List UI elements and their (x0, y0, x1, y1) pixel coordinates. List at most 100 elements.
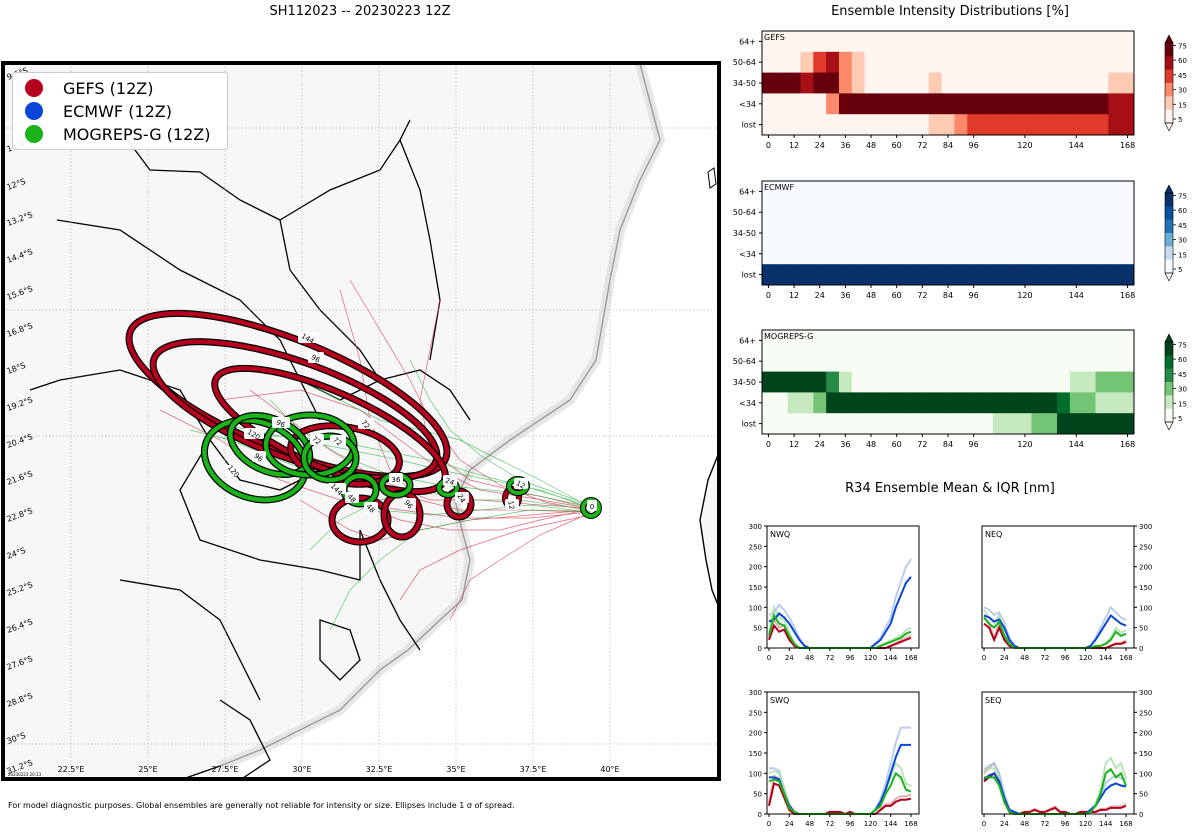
heat-cell (992, 31, 1007, 53)
heat-cell (1005, 243, 1019, 265)
colorbar-tick-label: 5 (1178, 415, 1182, 423)
heat-x-label: 168 (1120, 141, 1135, 150)
colorbar-segment (1165, 56, 1173, 70)
heat-cell (1044, 264, 1058, 286)
heat-cell (1108, 371, 1122, 393)
heat-cell (1069, 51, 1084, 73)
svg-text:24: 24 (444, 477, 456, 488)
heat-cell (1005, 392, 1019, 414)
heat-cell (890, 350, 904, 372)
heat-cell (1044, 330, 1058, 352)
heat-cell (1121, 264, 1135, 286)
r34-seq-chart: SEQ 0 50 100 150 200 250 300 0 24 48 72 96 120 144 168 (981, 689, 1152, 828)
heat-cell (877, 72, 891, 94)
heat-cell (864, 31, 878, 53)
line-y-label: 300 (1139, 523, 1152, 531)
heat-cell (1005, 413, 1019, 435)
heat-cell (1057, 222, 1071, 244)
heat-cell (787, 31, 801, 53)
line-x-label: 72 (1040, 654, 1049, 662)
colorbar-segment (1165, 259, 1173, 274)
heat-cell (890, 264, 904, 286)
line-y-label: 0 (1139, 645, 1143, 653)
heat-cell (877, 51, 891, 73)
heat-cell (774, 243, 789, 265)
heat-x-label: 0 (766, 141, 771, 150)
heat-cell (1095, 181, 1109, 203)
heat-cell (813, 51, 827, 73)
line-y-label: 50 (753, 791, 762, 799)
heat-cell (864, 93, 878, 115)
heat-cell (800, 222, 814, 244)
heat-cell (1069, 114, 1084, 136)
heat-cell (890, 72, 904, 94)
colorbar-segment (1165, 355, 1173, 369)
colorbar-tick-label: 5 (1178, 116, 1182, 124)
heat-cell (838, 31, 853, 53)
line-y-label: 100 (749, 604, 762, 612)
r34-swq-chart: SWQ 0 50 100 150 200 250 300 0 24 48 72 96 120 144 168 (749, 689, 920, 828)
line-x-label: 24 (785, 820, 794, 828)
heat-cell (1121, 93, 1135, 115)
heat-cell (877, 243, 891, 265)
heat-cell (941, 93, 955, 115)
heat-cell (1005, 51, 1019, 73)
heat-cell (1069, 413, 1084, 435)
heat-cell (774, 114, 789, 136)
heat-cell (1121, 114, 1135, 136)
heat-cell (915, 350, 930, 372)
heat-cell (967, 51, 981, 73)
heat-cell (992, 264, 1007, 286)
heat-cell (851, 222, 866, 244)
map-stamp: 20230223 20:13 (8, 772, 42, 777)
heat-cell (954, 93, 968, 115)
heat-cell (813, 413, 827, 435)
colorbar-segment (1165, 408, 1173, 423)
heat-cell (992, 350, 1007, 372)
line-y-label: 150 (749, 584, 762, 592)
heat-cell (877, 413, 891, 435)
heat-cell (826, 93, 840, 115)
line-x-label: 144 (1099, 654, 1113, 662)
line-x-label: 168 (904, 820, 917, 828)
line-y-label: 300 (749, 689, 762, 697)
heat-cell (1005, 181, 1019, 203)
colorbar-segment (1165, 109, 1173, 124)
heat-cell (928, 93, 942, 115)
heat-cell (992, 392, 1007, 414)
colorbar-segment (1165, 342, 1173, 356)
heat-cell (980, 114, 994, 136)
line-y-label: 250 (749, 543, 762, 551)
svg-text:12: 12 (506, 500, 515, 510)
heat-cell (980, 413, 994, 435)
heat-cell (774, 201, 789, 223)
r34-title: R34 Ensemble Mean & IQR [nm] (845, 481, 1055, 496)
line-y-label: 100 (749, 770, 762, 778)
heat-x-label: 120 (1017, 141, 1032, 150)
heat-cell (1057, 72, 1071, 94)
heat-cell (1057, 114, 1071, 136)
heat-cell (992, 114, 1007, 136)
heat-cell (1108, 114, 1122, 136)
colorbar-segment (1165, 368, 1173, 383)
heat-cell (1095, 350, 1109, 372)
heat-cell (915, 31, 930, 53)
heat-cell (800, 264, 814, 286)
heat-cell (1044, 93, 1058, 115)
heat-cell (903, 222, 917, 244)
heat-cell (774, 392, 789, 414)
heat-cell (890, 371, 904, 393)
heat-cell (992, 222, 1007, 244)
heat-cell (838, 72, 853, 94)
heat-cell (1005, 93, 1019, 115)
heat-cell (1018, 72, 1032, 94)
legend-item-gefs: GEFS (12Z) (25, 77, 153, 99)
heat-cell (967, 222, 981, 244)
heat-cell (864, 350, 878, 372)
heat-row-label: 64+ (739, 37, 756, 46)
heat-cell (954, 114, 968, 136)
heat-cell (1005, 222, 1019, 244)
heat-cell (980, 330, 994, 352)
heat-cell (877, 222, 891, 244)
heat-cell (774, 31, 789, 53)
